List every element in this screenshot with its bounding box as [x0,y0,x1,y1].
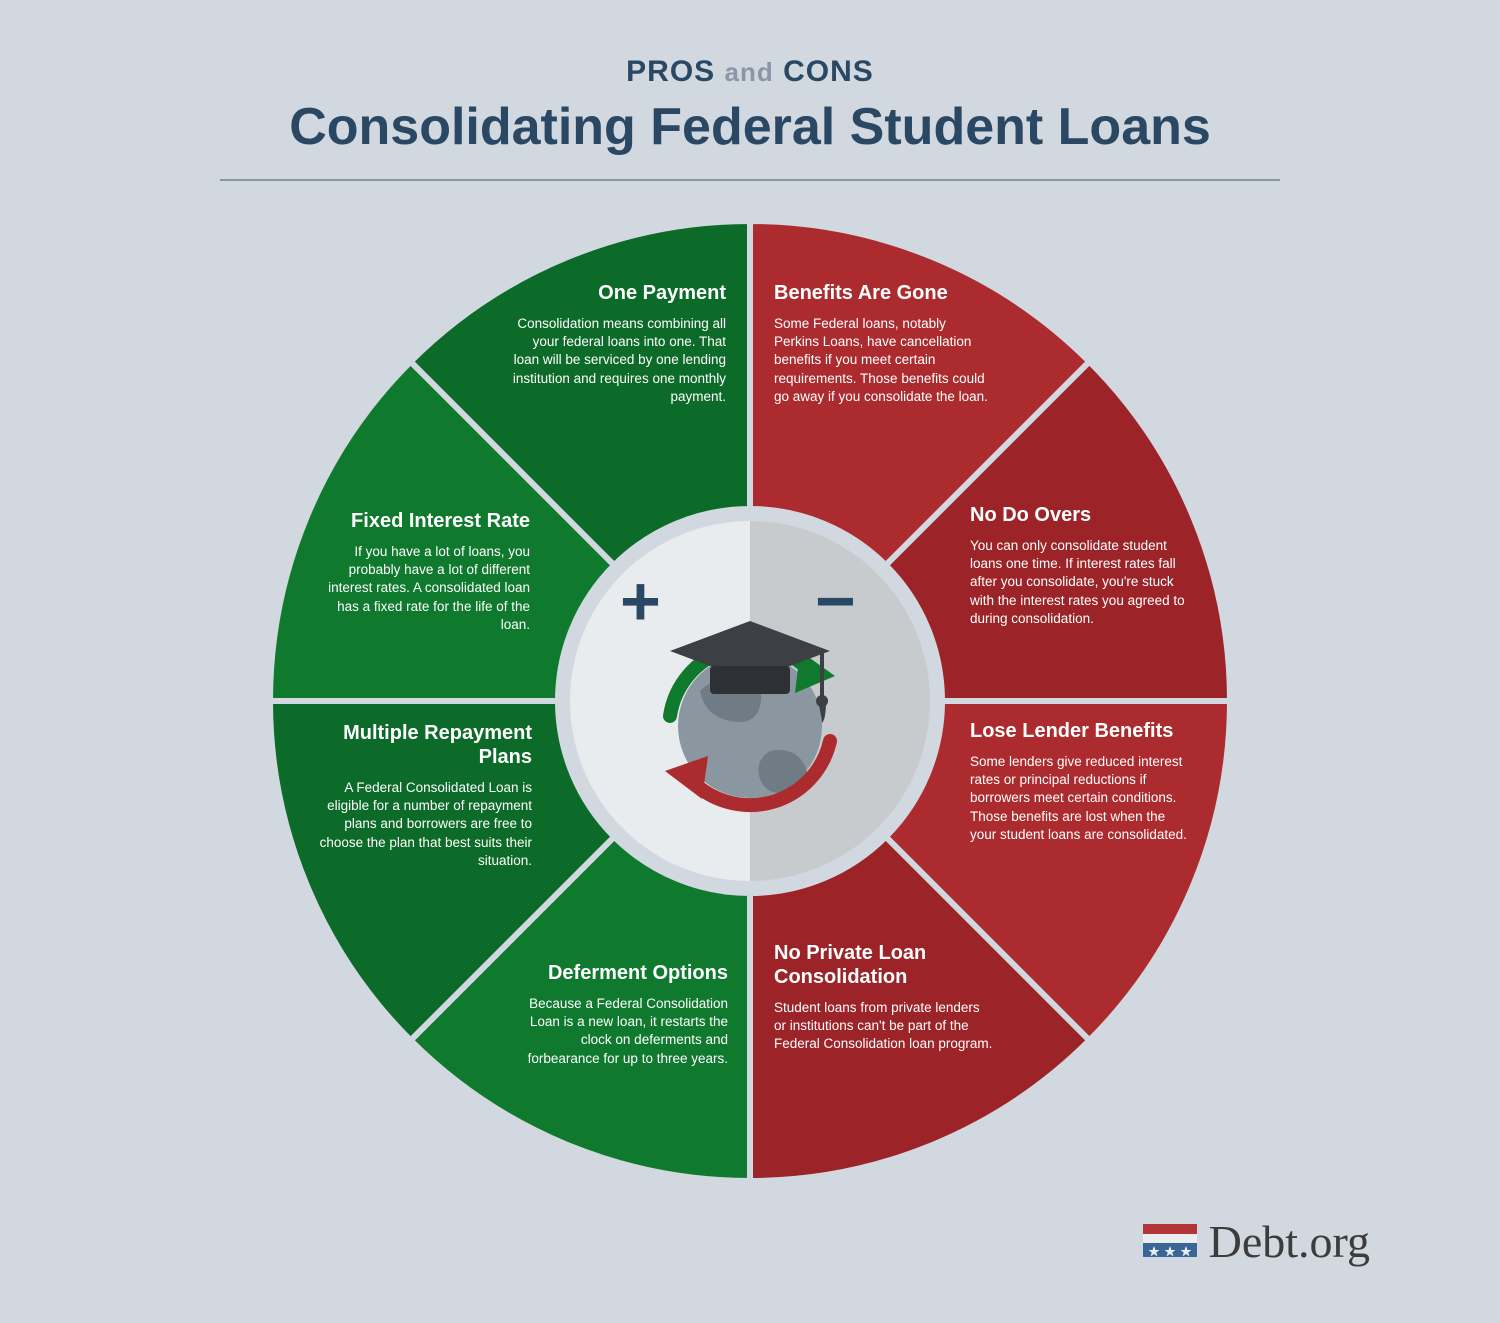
con2-text: No Do Overs You can only consolidate stu… [970,503,1190,628]
header: PROS and CONS Consolidating Federal Stud… [0,0,1500,181]
pro3-title: Multiple Repayment Plans [312,721,532,769]
logo-text: Debt.org [1209,1215,1370,1268]
con1-text: Benefits Are Gone Some Federal loans, no… [774,281,994,406]
subtitle-cons: CONS [783,55,874,88]
con3-text: Lose Lender Benefits Some lenders give r… [970,719,1190,844]
pro4-title: Deferment Options [508,961,728,985]
page-title: Consolidating Federal Student Loans [0,97,1500,157]
pro4-body: Because a Federal Consolidation Loan is … [508,995,728,1068]
con4-text: No Private Loan Consolidation Student lo… [774,941,994,1054]
subtitle: PROS and CONS [0,55,1500,89]
logo-flag-icon [1143,1220,1197,1264]
pro4-text: Deferment Options Because a Federal Cons… [508,961,728,1068]
con2-title: No Do Overs [970,503,1190,527]
con3-title: Lose Lender Benefits [970,719,1190,743]
con4-title: No Private Loan Consolidation [774,941,994,989]
subtitle-and: and [725,57,774,87]
con2-body: You can only consolidate student loans o… [970,537,1190,628]
pro1-title: One Payment [506,281,726,305]
con1-body: Some Federal loans, notably Perkins Loan… [774,315,994,406]
pro2-text: Fixed Interest Rate If you have a lot of… [310,509,530,634]
pro2-title: Fixed Interest Rate [310,509,530,533]
pro3-body: A Federal Consolidated Loan is eligible … [312,779,532,870]
wheel-svg [270,221,1230,1181]
pro1-text: One Payment Consolidation means combinin… [506,281,726,406]
con4-body: Student loans from private lenders or in… [774,999,994,1054]
minus-icon: − [815,566,856,636]
pro1-body: Consolidation means combining all your f… [506,315,726,406]
subtitle-pros: PROS [626,55,715,88]
pro2-body: If you have a lot of loans, you probably… [310,543,530,634]
logo: Debt.org [1143,1215,1370,1268]
divider [220,179,1280,181]
wheel-chart: + − One Payment Consolidation means comb… [270,221,1230,1181]
plus-icon: + [620,566,661,636]
con1-title: Benefits Are Gone [774,281,994,305]
pro3-text: Multiple Repayment Plans A Federal Conso… [312,721,532,870]
con3-body: Some lenders give reduced interest rates… [970,753,1190,844]
